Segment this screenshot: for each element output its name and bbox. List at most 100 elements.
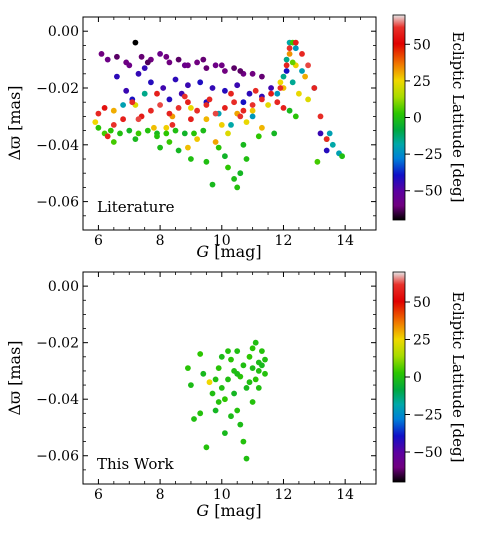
data-point <box>329 141 336 148</box>
data-point <box>323 147 330 154</box>
data-point <box>166 96 173 103</box>
data-point <box>163 53 170 60</box>
x-axis-label: G [mag] <box>196 242 261 261</box>
data-point <box>110 139 117 145</box>
data-point <box>123 87 130 94</box>
data-point <box>339 153 345 160</box>
data-point <box>157 51 164 57</box>
data-point <box>98 51 105 57</box>
data-point <box>259 73 265 80</box>
data-point <box>203 65 210 71</box>
data-point <box>299 51 305 57</box>
data-point <box>249 70 256 77</box>
data-point <box>185 82 191 89</box>
data-point <box>225 348 231 354</box>
data-point <box>249 113 256 120</box>
data-point <box>215 144 222 151</box>
x-tick-label: 12 <box>275 233 293 249</box>
data-point <box>286 51 293 57</box>
data-point <box>234 370 241 377</box>
data-point <box>92 119 99 125</box>
data-point <box>237 113 244 120</box>
data-point <box>277 79 284 86</box>
colorbar-tick-label: −50 <box>413 184 443 200</box>
data-point <box>274 99 281 106</box>
axis-ticks: 6 8 10 12 14 −0.06 −0.04 −0.02 0.00 <box>36 271 377 503</box>
data-point <box>246 353 253 360</box>
data-point <box>255 133 262 140</box>
data-point <box>243 119 250 125</box>
data-point <box>283 56 290 63</box>
data-point <box>191 130 197 137</box>
data-point <box>203 158 210 165</box>
colorbar-ticks: 50 25 0 −25 −50 <box>405 295 443 461</box>
data-point <box>135 130 142 137</box>
data-point <box>181 130 188 137</box>
data-point <box>249 345 256 352</box>
y-tick-label: −0.04 <box>36 392 79 408</box>
data-point <box>283 68 290 74</box>
data-point <box>262 370 268 377</box>
data-point <box>222 153 228 160</box>
axis-ticks: 6 8 10 12 14 −0.06 −0.04 −0.02 0.00 <box>36 16 377 249</box>
data-point <box>283 62 290 69</box>
data-point <box>222 396 228 403</box>
data-point <box>95 110 102 117</box>
data-point <box>271 130 278 137</box>
data-point <box>203 444 210 451</box>
data-point <box>225 130 231 137</box>
data-point <box>323 136 330 143</box>
data-point <box>148 79 154 86</box>
data-point <box>212 110 219 117</box>
data-point <box>218 385 225 391</box>
colorbar-bar <box>392 271 406 483</box>
scatter-points <box>92 39 345 191</box>
data-point <box>200 370 207 377</box>
data-point <box>265 102 271 108</box>
y-axis-label: Δϖ [mas] <box>5 85 24 160</box>
x-tick-label: 14 <box>336 233 354 249</box>
data-point <box>209 85 216 91</box>
this-work-panel: 6 8 10 12 14 −0.06 −0.04 −0.02 0.00 This Work G … <box>5 271 467 520</box>
data-point <box>246 379 253 386</box>
y-tick-label: −0.06 <box>36 449 79 465</box>
data-point <box>292 113 299 120</box>
x-tick-label: 8 <box>156 487 165 503</box>
data-point <box>296 90 302 97</box>
data-point <box>154 133 160 140</box>
data-point <box>314 158 321 165</box>
data-point <box>255 368 262 374</box>
data-point <box>234 348 241 354</box>
data-point <box>274 90 281 97</box>
data-point <box>203 116 210 123</box>
data-point <box>148 107 154 114</box>
data-point <box>249 107 256 114</box>
colorbar-tick-label: 25 <box>413 333 431 349</box>
data-point <box>218 122 225 128</box>
data-point <box>243 156 250 162</box>
data-point <box>95 124 102 131</box>
data-point <box>110 107 117 114</box>
data-point <box>237 68 244 74</box>
data-point <box>120 116 126 123</box>
colorbar-tick-label: −50 <box>413 445 443 461</box>
data-point <box>222 87 228 94</box>
data-point <box>286 107 293 114</box>
data-point <box>280 73 287 80</box>
data-point <box>209 390 216 397</box>
data-point <box>197 79 204 86</box>
data-point <box>203 102 210 108</box>
x-tick-label: 6 <box>94 233 103 249</box>
data-point <box>166 110 173 117</box>
data-point <box>231 390 238 397</box>
data-point <box>132 39 139 46</box>
data-point <box>157 102 164 108</box>
colorbar-tick-label: −25 <box>413 408 443 424</box>
data-point <box>231 65 238 71</box>
data-point <box>114 73 120 80</box>
data-point <box>231 176 238 182</box>
data-point <box>252 339 259 346</box>
data-point <box>126 62 133 69</box>
data-point <box>243 385 250 391</box>
colorbar: 50 25 0 −25 −50 Ecliptic Latitude [deg] <box>392 14 467 221</box>
